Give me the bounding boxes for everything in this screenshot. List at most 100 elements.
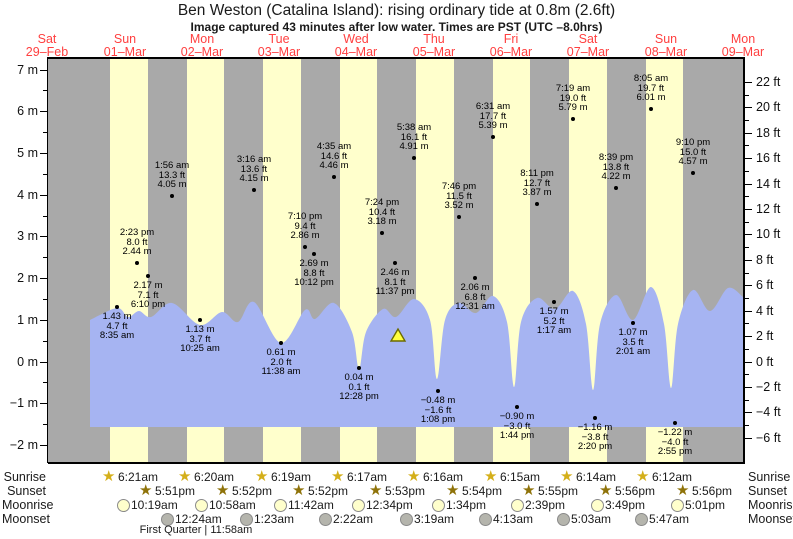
- almanac-time: 5:56pm: [692, 484, 733, 498]
- tide-value-line: 1:44 pm: [499, 430, 535, 441]
- tide-point-high: [135, 261, 139, 265]
- left-axis-minor-tick: [43, 132, 47, 134]
- tide-value-line: 8.8 ft: [303, 267, 325, 279]
- left-axis-label: −2 m: [9, 437, 38, 452]
- tide-value-line: 14.6 ft: [320, 150, 348, 162]
- tide-value-line: 10.4 ft: [368, 206, 396, 218]
- tide-point-label: 7:46 pm 11.5 ft 3.52 m: [424, 182, 494, 211]
- left-axis-label: −1 m: [9, 396, 38, 411]
- left-axis-minor-tick: [43, 424, 47, 426]
- tide-value-line: 4.46 m: [319, 160, 349, 171]
- sunrise-star-icon: ★: [407, 468, 421, 485]
- left-axis-minor-tick: [43, 173, 47, 175]
- left-axis-minor-tick: [43, 298, 47, 300]
- tide-value-line: −4.0 ft: [661, 436, 689, 448]
- day-label: Tue 03–Mar: [241, 33, 317, 59]
- tide-value-line: 3.52 m: [444, 200, 474, 211]
- tide-value-line: 3.5 ft: [622, 336, 644, 348]
- tide-point-label: 3:16 am 13.6 ft 4.15 m: [219, 155, 289, 184]
- tide-point-high: [535, 202, 539, 206]
- almanac-time: 5:52pm: [308, 484, 349, 498]
- left-axis-tick: [40, 69, 47, 71]
- tide-value-line: 19.7 ft: [637, 82, 665, 94]
- tide-point-low: [312, 252, 316, 256]
- tide-value-line: 1.57 m: [539, 306, 569, 317]
- tide-point-high: [303, 245, 307, 249]
- tide-value-line: 9.4 ft: [294, 220, 316, 232]
- tide-value-line: 3:16 am: [236, 154, 272, 165]
- right-axis-minor-tick: [745, 425, 749, 427]
- almanac-row-label-right: Moonrise: [748, 498, 793, 512]
- right-axis-tick: [745, 412, 752, 414]
- tide-value-line: 5.39 m: [478, 120, 508, 131]
- day-label: Sun 01–Mar: [87, 33, 163, 59]
- plot-border-top: [48, 57, 745, 59]
- moonrise-circle-icon: [591, 499, 604, 512]
- sunset-star-icon: ★: [676, 482, 690, 499]
- moonset-circle-icon: [400, 513, 413, 526]
- day-label: Thu 05–Mar: [396, 33, 472, 59]
- tide-value-line: 4.22 m: [601, 171, 631, 182]
- tide-point-low: [673, 421, 677, 425]
- day-label: Fri 06–Mar: [473, 33, 549, 59]
- sunset-star-icon: ★: [522, 482, 536, 499]
- left-axis-label: 7 m: [17, 62, 38, 77]
- almanac-time: 6:12am: [652, 470, 693, 484]
- almanac-time: 5:51pm: [155, 484, 196, 498]
- left-axis-label: 6 m: [17, 104, 38, 119]
- right-axis-label: 22 ft: [756, 74, 781, 89]
- sunrise-star-icon: ★: [102, 468, 116, 485]
- day-label: Mon 02–Mar: [164, 33, 240, 59]
- day-date: 07–Mar: [566, 45, 610, 59]
- tide-point-low: [357, 366, 361, 370]
- tide-point-label: 7:10 pm 9.4 ft 2.86 m: [270, 212, 340, 241]
- tide-point-high: [252, 188, 256, 192]
- right-axis-label: −2 ft: [756, 379, 781, 394]
- day-of-week: Tue: [268, 32, 290, 46]
- tide-point-low: [593, 416, 597, 420]
- left-axis-label: 3 m: [17, 229, 38, 244]
- tide-value-line: 2.06 m: [460, 282, 490, 293]
- almanac-time: 5:53pm: [385, 484, 426, 498]
- tide-point-label: −1.22 m −4.0 ft 2:55 pm: [640, 428, 710, 457]
- tide-value-line: 8.0 ft: [126, 236, 148, 248]
- right-axis-label: 20 ft: [756, 100, 781, 115]
- left-axis-tick: [40, 111, 47, 113]
- tide-value-line: 2:01 am: [615, 346, 651, 357]
- almanac-time: 3:49pm: [605, 498, 646, 512]
- tide-value-line: 2.86 m: [290, 230, 320, 241]
- sunset-star-icon: ★: [292, 482, 306, 499]
- almanac-time: 10:19am: [131, 498, 178, 512]
- tide-point-label: 8:39 pm 13.8 ft 4.22 m: [581, 153, 651, 182]
- tide-value-line: 19.0 ft: [559, 92, 587, 104]
- right-axis-tick: [745, 132, 752, 134]
- tide-value-line: 8:35 am: [99, 330, 135, 341]
- tide-value-line: 13.3 ft: [158, 169, 186, 181]
- right-axis-tick: [745, 81, 752, 83]
- right-axis-tick: [745, 183, 752, 185]
- tide-point-low: [515, 405, 519, 409]
- almanac-time: 5:55pm: [538, 484, 579, 498]
- almanac-time: 2:39pm: [525, 498, 566, 512]
- day-of-week: Sat: [578, 32, 598, 46]
- tide-value-line: 8.1 ft: [384, 276, 406, 288]
- day-label: Wed 04–Mar: [318, 33, 394, 59]
- tide-value-line: 15.0 ft: [679, 146, 707, 158]
- tide-value-line: 2.0 ft: [270, 356, 292, 368]
- day-label: Sun 08–Mar: [628, 33, 704, 59]
- right-axis-tick: [745, 310, 752, 312]
- right-axis-label: 2 ft: [756, 329, 774, 344]
- right-axis-minor-tick: [745, 120, 749, 122]
- almanac-time: 5:01pm: [685, 498, 726, 512]
- tide-value-line: 7:10 pm: [287, 211, 323, 222]
- right-axis-tick: [745, 158, 752, 160]
- day-date: 09–Mar: [721, 45, 765, 59]
- daylight-band: [110, 58, 148, 462]
- moonset-circle-icon: [319, 513, 332, 526]
- tide-point-label: 9:10 pm 15.0 ft 4.57 m: [658, 138, 728, 167]
- tide-value-line: 5.79 m: [558, 102, 588, 113]
- tide-point-high: [332, 175, 336, 179]
- tide-point-label: 8:05 am 19.7 ft 6.01 m: [616, 74, 686, 103]
- day-of-week: Thu: [423, 32, 445, 46]
- almanac-row-label-left: Moonset: [2, 512, 50, 526]
